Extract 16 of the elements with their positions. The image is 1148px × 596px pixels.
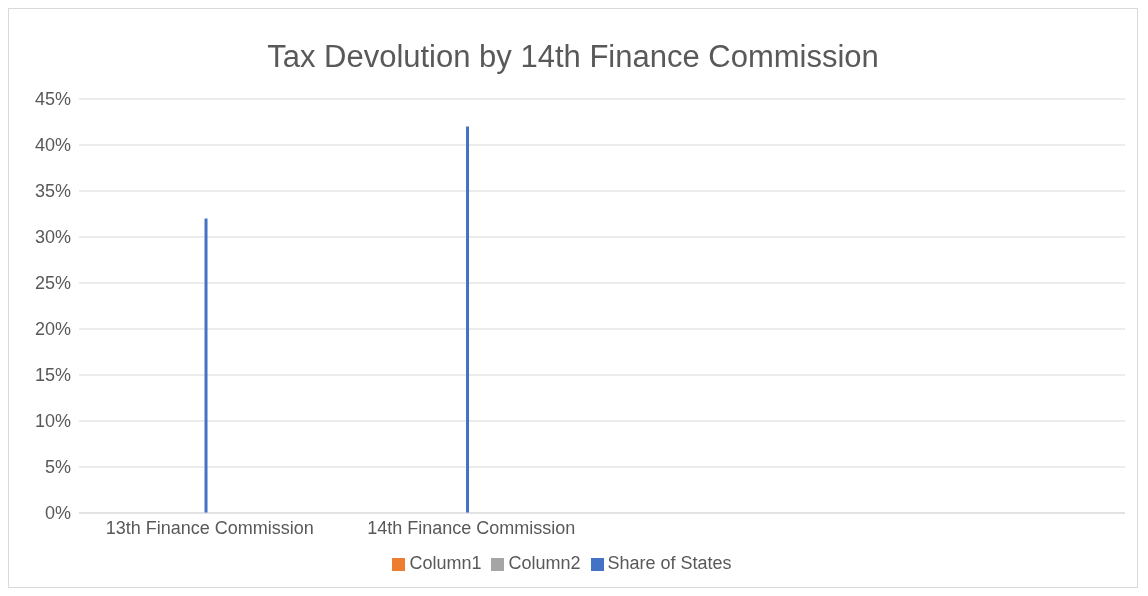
y-tick-label: 15% (34, 365, 71, 386)
y-tick-label: 5% (44, 457, 71, 478)
chart-title: Tax Devolution by 14th Finance Commission (266, 38, 880, 76)
y-tick-label: 30% (34, 227, 71, 248)
legend-label: Column2 (508, 553, 581, 573)
y-tick-label: 40% (34, 135, 71, 156)
legend-label: Column1 (409, 553, 482, 573)
y-tick-label: 20% (34, 319, 71, 340)
y-tick-label: 0% (44, 503, 71, 524)
x-tick-label: 14th Finance Commission (367, 517, 576, 538)
y-tick-label: 45% (34, 89, 71, 110)
legend-label: Share of States (607, 553, 732, 573)
y-tick-label: 10% (34, 411, 71, 432)
y-tick-label: 35% (34, 181, 71, 202)
y-tick-label: 25% (34, 273, 71, 294)
x-tick-label: 13th Finance Commission (105, 517, 314, 538)
